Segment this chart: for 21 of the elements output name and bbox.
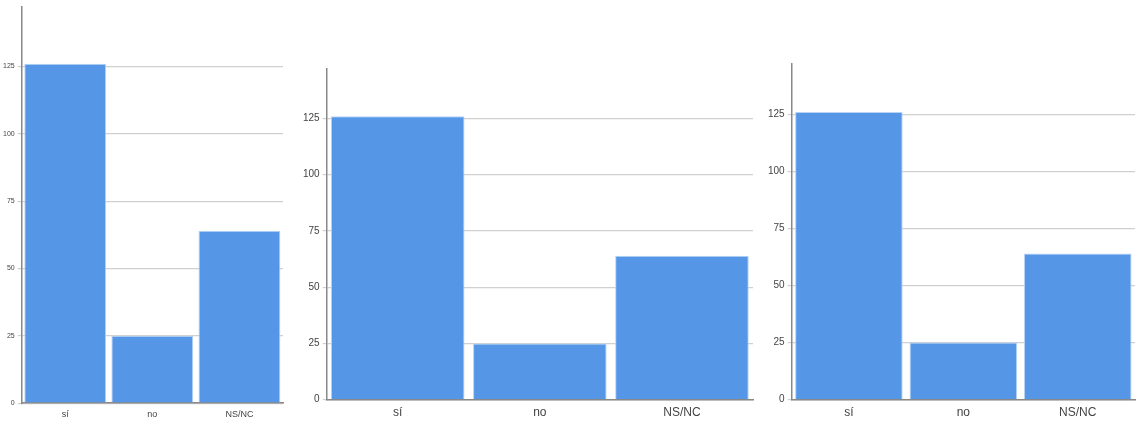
y-tick-label: 100 [303,168,321,180]
y-tick-label: 50 [308,280,321,292]
y-tick-label: 125 [768,107,786,119]
x-tick-label: no [533,405,547,420]
y-tick-label: 50 [773,279,786,291]
y-tick-label: 75 [308,224,321,236]
y-tick-label: 125 [303,112,321,124]
x-tick-label: NS/NC [1059,405,1097,420]
x-tick-label: NS/NC [225,409,254,420]
y-tick-label: 25 [773,336,786,348]
x-tick-label: NS/NC [663,405,701,420]
y-tick-label: 0 [779,393,786,405]
x-tick-label: no [956,405,971,420]
x-tick-label: sí [61,409,70,420]
x-tick-label: sí [844,405,855,420]
x-tick-label: sí [393,405,404,420]
y-tick-label: 0 [314,393,321,405]
y-tick-label: 100 [768,165,786,177]
y-tick-label: 25 [308,337,321,349]
y-tick-label: 75 [773,222,786,234]
x-tick-label: no [147,409,158,420]
